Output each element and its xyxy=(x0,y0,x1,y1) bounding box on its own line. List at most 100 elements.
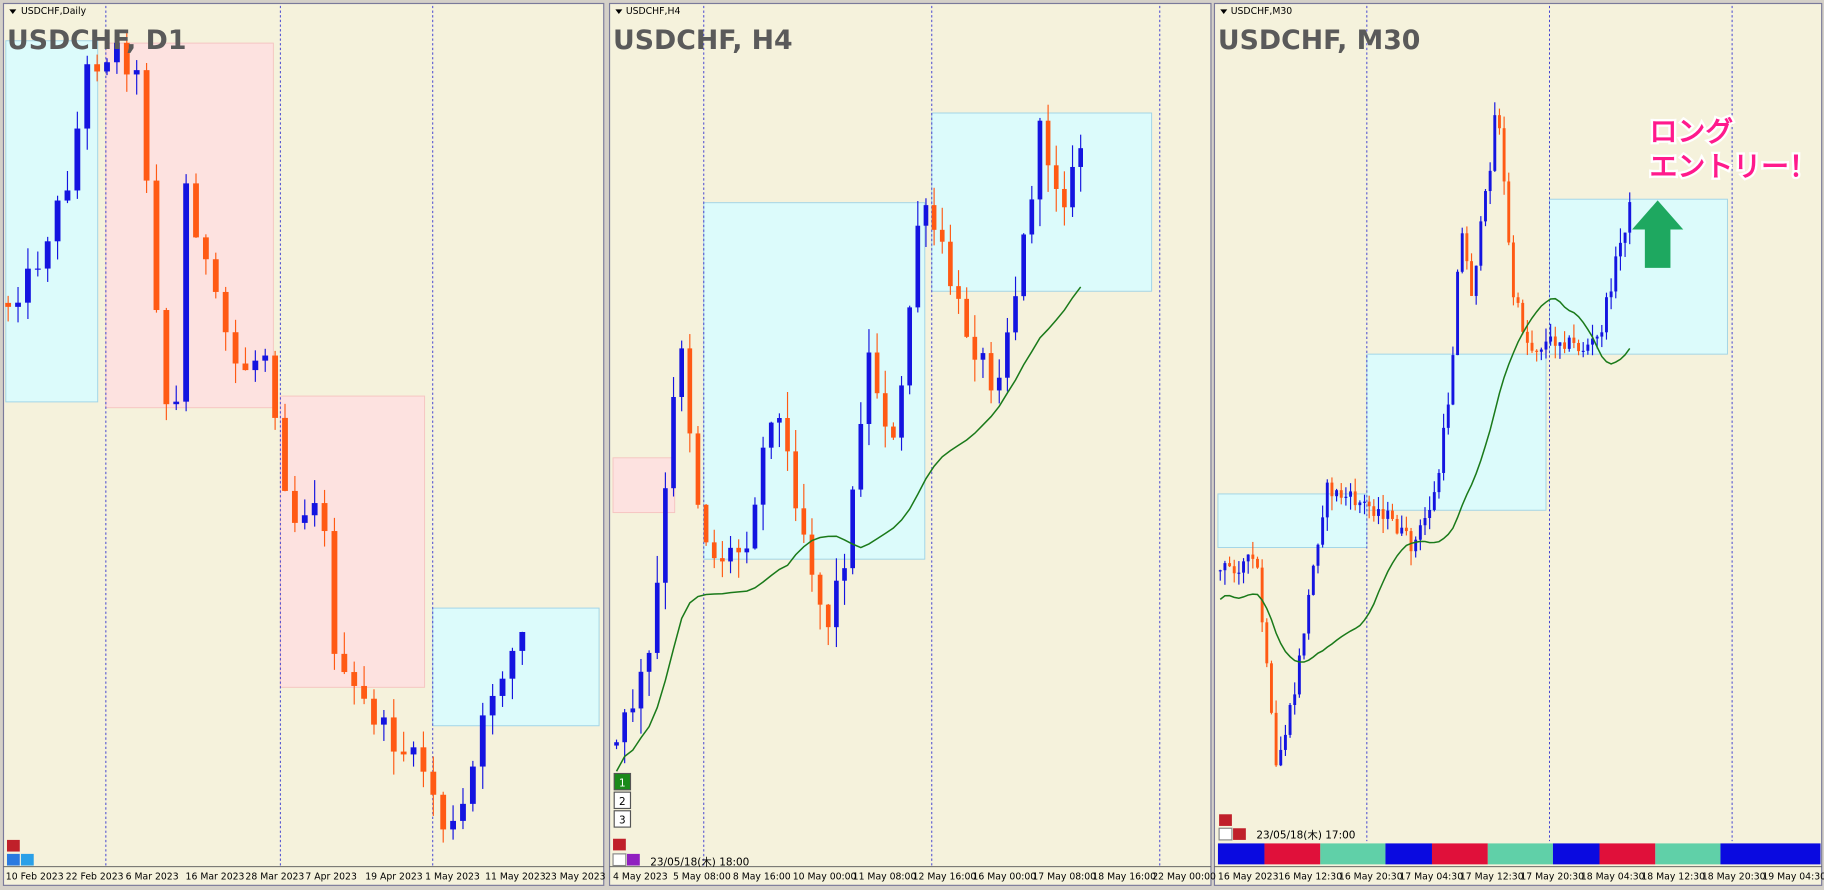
chart-caption: USDCHF,M30 xyxy=(1231,6,1293,17)
level-button[interactable] xyxy=(613,772,632,791)
candle-body xyxy=(341,653,348,673)
candle-body xyxy=(1335,490,1339,497)
candle-body xyxy=(1021,234,1026,297)
candle-body xyxy=(430,771,437,795)
candle-body xyxy=(1456,271,1460,356)
date-label: 23 May 2023 xyxy=(545,872,606,883)
date-label: 16 May 12:30 xyxy=(1278,872,1342,883)
bar-segment xyxy=(1385,843,1432,865)
close-button[interactable] xyxy=(1219,814,1232,826)
candle-body xyxy=(519,631,526,651)
close-button[interactable] xyxy=(6,839,20,852)
candle-body xyxy=(1423,518,1427,526)
candle-body xyxy=(1246,554,1250,562)
candle-body xyxy=(646,652,652,672)
close-button[interactable] xyxy=(613,838,626,851)
chart-title: USDCHF, H4 xyxy=(613,25,793,56)
candle-body xyxy=(1005,332,1010,378)
candle-body xyxy=(420,747,427,772)
candle-body xyxy=(980,353,986,360)
candle-body xyxy=(74,128,81,191)
candle-body xyxy=(996,377,1002,391)
candle-body xyxy=(1279,749,1283,766)
candle-body xyxy=(123,42,130,75)
date-label: 18 May 16:00 xyxy=(1092,872,1156,883)
candle-body xyxy=(1605,297,1608,333)
level-button[interactable] xyxy=(613,791,632,810)
candle-body xyxy=(1381,509,1385,519)
candle-body xyxy=(614,742,619,746)
date-label: 12 May 16:00 xyxy=(913,872,977,883)
candle-body xyxy=(736,547,741,553)
date-label: 5 May 08:00 xyxy=(673,872,731,883)
candle-body xyxy=(1516,297,1520,303)
candle-body xyxy=(679,348,684,397)
candle-body xyxy=(1600,332,1604,337)
candle-body xyxy=(1418,525,1422,540)
date-label: 28 Mar 2023 xyxy=(245,872,304,883)
candle-body xyxy=(1260,567,1264,623)
date-label: 8 May 16:00 xyxy=(733,872,791,883)
chart-title: USDCHF, D1 xyxy=(7,25,186,56)
candle-body xyxy=(1442,427,1446,473)
candle-body xyxy=(1591,338,1594,345)
candle-body xyxy=(695,433,701,505)
candle-body xyxy=(1390,510,1394,519)
candle-body xyxy=(1321,517,1325,545)
mini-button[interactable] xyxy=(1233,828,1246,840)
annotation: ロング xyxy=(1650,115,1734,148)
candle-body xyxy=(1539,349,1543,352)
zone-box xyxy=(279,395,426,688)
candle-body xyxy=(1525,331,1529,343)
candle-body xyxy=(882,393,888,427)
candle-body xyxy=(262,355,269,361)
candle-body xyxy=(143,70,150,181)
candle-body xyxy=(1535,350,1539,352)
annotation: エントリー！ xyxy=(1650,150,1817,183)
bar-segment xyxy=(1320,843,1386,865)
candle-body xyxy=(1404,527,1408,532)
candle-body xyxy=(654,582,660,653)
date-label: 17 May 04:30 xyxy=(1399,872,1463,883)
zones xyxy=(5,40,1728,727)
candle-body xyxy=(850,489,855,569)
candle-body xyxy=(1353,491,1357,506)
mini-button[interactable] xyxy=(627,853,640,866)
candle-body xyxy=(687,348,693,434)
candle-body xyxy=(1484,191,1487,222)
candle-body xyxy=(1618,242,1622,257)
candle-body xyxy=(272,355,279,418)
candle-body xyxy=(1511,242,1515,298)
candle-body xyxy=(15,302,21,307)
mini-button[interactable] xyxy=(1218,827,1233,841)
candle-body xyxy=(956,286,961,299)
candle-body xyxy=(1609,291,1613,298)
level-button[interactable] xyxy=(613,810,632,828)
date-label: 6 Mar 2023 xyxy=(126,872,179,883)
candle-body xyxy=(1062,188,1067,208)
candle-body xyxy=(1377,509,1380,516)
bar-segment xyxy=(1655,843,1721,865)
candle-body xyxy=(1330,482,1334,497)
candle-body xyxy=(1237,572,1241,574)
candle-body xyxy=(622,712,627,743)
mini-button[interactable] xyxy=(612,853,627,867)
date-label: 18 May 20:30 xyxy=(1702,872,1766,883)
candle-body xyxy=(1451,355,1455,405)
candle-body xyxy=(866,352,872,424)
candle-body xyxy=(793,451,798,509)
candle-body xyxy=(1307,594,1311,634)
candle-body xyxy=(720,558,725,562)
candle-body xyxy=(301,515,308,523)
zone-box xyxy=(1366,353,1547,511)
candle-body xyxy=(133,70,140,75)
candle-body xyxy=(948,241,953,287)
candle-body xyxy=(440,794,447,830)
mini-button[interactable] xyxy=(6,853,20,866)
candle-body xyxy=(1474,265,1478,296)
candle-body xyxy=(1400,527,1404,534)
date-label: 11 May 08:00 xyxy=(853,872,917,883)
candle-body xyxy=(153,180,160,311)
mini-button[interactable] xyxy=(20,853,34,866)
